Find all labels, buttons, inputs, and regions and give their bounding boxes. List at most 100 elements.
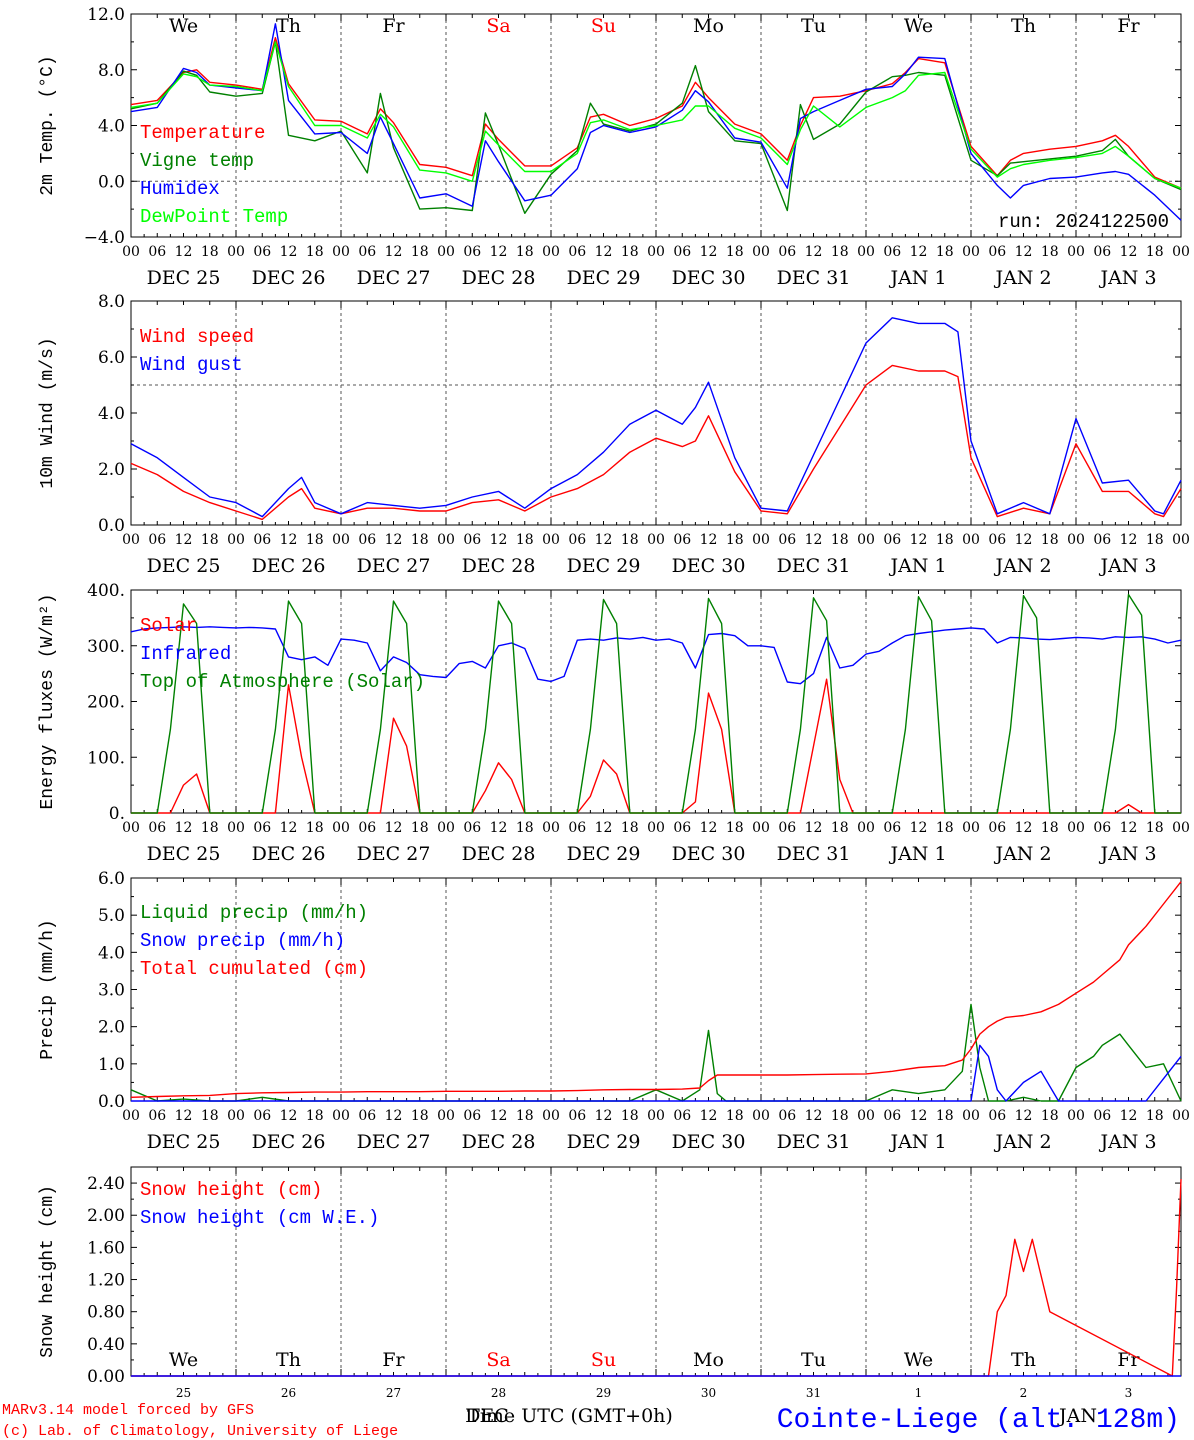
weekday-label: We bbox=[904, 1349, 933, 1371]
hour-tick-label: 18 bbox=[411, 820, 429, 836]
date-label: DEC 31 bbox=[777, 267, 851, 289]
hour-tick-label: 12 bbox=[910, 820, 928, 836]
hour-tick-label: 18 bbox=[306, 820, 324, 836]
hour-tick-label: 00 bbox=[962, 532, 980, 548]
series-line-red bbox=[130, 881, 1182, 1098]
date-label: DEC 29 bbox=[567, 1131, 641, 1153]
hour-tick-label: 12 bbox=[490, 244, 508, 260]
date-label: DEC 26 bbox=[252, 555, 326, 577]
date-label: DEC 25 bbox=[147, 267, 221, 289]
y-tick-label: 1.20 bbox=[87, 1271, 125, 1291]
date-label: DEC 30 bbox=[672, 267, 746, 289]
day-number-label: 2 bbox=[1020, 1386, 1028, 1400]
hour-tick-label: 06 bbox=[358, 532, 376, 548]
hour-tick-label: 00 bbox=[332, 1108, 350, 1124]
chart-panel-2: 8.0 6.0 4.0 2.0 0.0 10m Wind (m/s) 00 06 12 18 00 0… bbox=[38, 292, 1190, 577]
y-tick-label: 0.00 bbox=[87, 1367, 125, 1387]
hour-tick-label: 00 bbox=[857, 244, 875, 260]
date-label: DEC 28 bbox=[462, 843, 536, 865]
hour-tick-label: 18 bbox=[1146, 244, 1164, 260]
hour-tick-label: 06 bbox=[148, 244, 166, 260]
hour-tick-label: 12 bbox=[595, 244, 613, 260]
series-line-green bbox=[131, 593, 1181, 814]
hour-tick-label: 06 bbox=[883, 244, 901, 260]
chart-panel-1: 12.0 8.0 4.0 0.0 −4.0 2m Temp. (°C) 00 06 12 18 00… bbox=[38, 5, 1190, 289]
hour-tick-label: 00 bbox=[752, 532, 770, 548]
weekday-label: Sa bbox=[486, 1349, 510, 1371]
hour-tick-label: 12 bbox=[385, 244, 403, 260]
legend-entry: Snow height (cm) bbox=[140, 1179, 322, 1201]
date-label: DEC 29 bbox=[567, 267, 641, 289]
hour-tick-label: 18 bbox=[831, 1108, 849, 1124]
hour-tick-label: 00 bbox=[1067, 1108, 1085, 1124]
y-axis-label: 2m Temp. (°C) bbox=[38, 55, 58, 195]
hour-tick-label: 12 bbox=[1120, 244, 1138, 260]
hour-tick-label: 12 bbox=[700, 820, 718, 836]
run-annotation: run: 2024122500 bbox=[998, 211, 1169, 233]
hour-tick-label: 18 bbox=[306, 244, 324, 260]
hour-tick-label: 06 bbox=[463, 244, 481, 260]
hour-tick-label: 06 bbox=[253, 820, 271, 836]
date-label: DEC 30 bbox=[672, 1131, 746, 1153]
day-number-label: 25 bbox=[176, 1386, 191, 1400]
date-label: JAN 3 bbox=[1098, 555, 1156, 577]
y-tick-label: 400. bbox=[87, 581, 125, 601]
hour-tick-label: 18 bbox=[516, 820, 534, 836]
y-tick-label: 2.0 bbox=[98, 460, 125, 480]
hour-tick-label: 12 bbox=[910, 244, 928, 260]
weekday-label: Fr bbox=[382, 1349, 405, 1371]
date-label: DEC 25 bbox=[147, 1131, 221, 1153]
day-number-label: 27 bbox=[386, 1386, 401, 1400]
weekday-label: Su bbox=[591, 15, 616, 37]
y-tick-label: 6.0 bbox=[98, 348, 125, 368]
hour-tick-label: 18 bbox=[306, 532, 324, 548]
hour-tick-label: 00 bbox=[542, 1108, 560, 1124]
weekday-label: Su bbox=[591, 1349, 616, 1371]
y-tick-label: 3.0 bbox=[98, 981, 125, 1001]
date-label: JAN 3 bbox=[1098, 1131, 1156, 1153]
date-label: DEC 30 bbox=[672, 555, 746, 577]
date-label: JAN 2 bbox=[993, 1131, 1051, 1153]
date-label: DEC 30 bbox=[672, 843, 746, 865]
legend-entry: Liquid precip (mm/h) bbox=[140, 902, 368, 924]
y-tick-label: 200. bbox=[87, 693, 125, 713]
hour-tick-label: 18 bbox=[936, 532, 954, 548]
hour-tick-label: 06 bbox=[673, 244, 691, 260]
hour-tick-label: 06 bbox=[358, 1108, 376, 1124]
hour-tick-label: 00 bbox=[962, 244, 980, 260]
y-tick-label: 2.40 bbox=[87, 1174, 125, 1194]
legend-entry: Top of Atmosphere (Solar) bbox=[140, 671, 425, 693]
hour-tick-label: 18 bbox=[936, 244, 954, 260]
hour-tick-label: 18 bbox=[831, 244, 849, 260]
hour-tick-label: 06 bbox=[1093, 1108, 1111, 1124]
date-label: JAN 3 bbox=[1098, 267, 1156, 289]
hour-tick-label: 18 bbox=[1146, 820, 1164, 836]
y-tick-label: 0.0 bbox=[98, 1092, 125, 1112]
date-label: DEC 27 bbox=[357, 1131, 431, 1153]
legend-entry: Wind gust bbox=[140, 354, 243, 376]
hour-tick-label: 18 bbox=[411, 532, 429, 548]
date-label: DEC 28 bbox=[462, 555, 536, 577]
hour-tick-label: 12 bbox=[1015, 820, 1033, 836]
hour-tick-label: 00 bbox=[122, 820, 140, 836]
weekday-label: Fr bbox=[1117, 1349, 1140, 1371]
y-axis-label: Energy fluxes (W/m²) bbox=[38, 593, 58, 809]
hour-tick-label: 18 bbox=[1041, 244, 1059, 260]
hour-tick-label: 18 bbox=[726, 820, 744, 836]
hour-tick-label: 18 bbox=[201, 820, 219, 836]
weekday-label: Tu bbox=[801, 1349, 826, 1371]
hour-tick-label: 12 bbox=[700, 1108, 718, 1124]
hour-tick-label: 18 bbox=[1041, 820, 1059, 836]
hour-tick-label: 00 bbox=[647, 244, 665, 260]
series-line-blue bbox=[130, 23, 1182, 221]
date-label: DEC 31 bbox=[777, 843, 851, 865]
day-number-label: 30 bbox=[701, 1386, 716, 1400]
series-line-lime bbox=[130, 41, 1182, 189]
weekday-label: Th bbox=[276, 1349, 301, 1371]
y-tick-label: 12.0 bbox=[87, 5, 125, 25]
y-tick-label: 100. bbox=[87, 748, 125, 768]
date-label: JAN 3 bbox=[1098, 843, 1156, 865]
y-tick-label: 8.0 bbox=[98, 61, 125, 81]
date-label: JAN 1 bbox=[888, 555, 946, 577]
hour-tick-label: 06 bbox=[463, 820, 481, 836]
